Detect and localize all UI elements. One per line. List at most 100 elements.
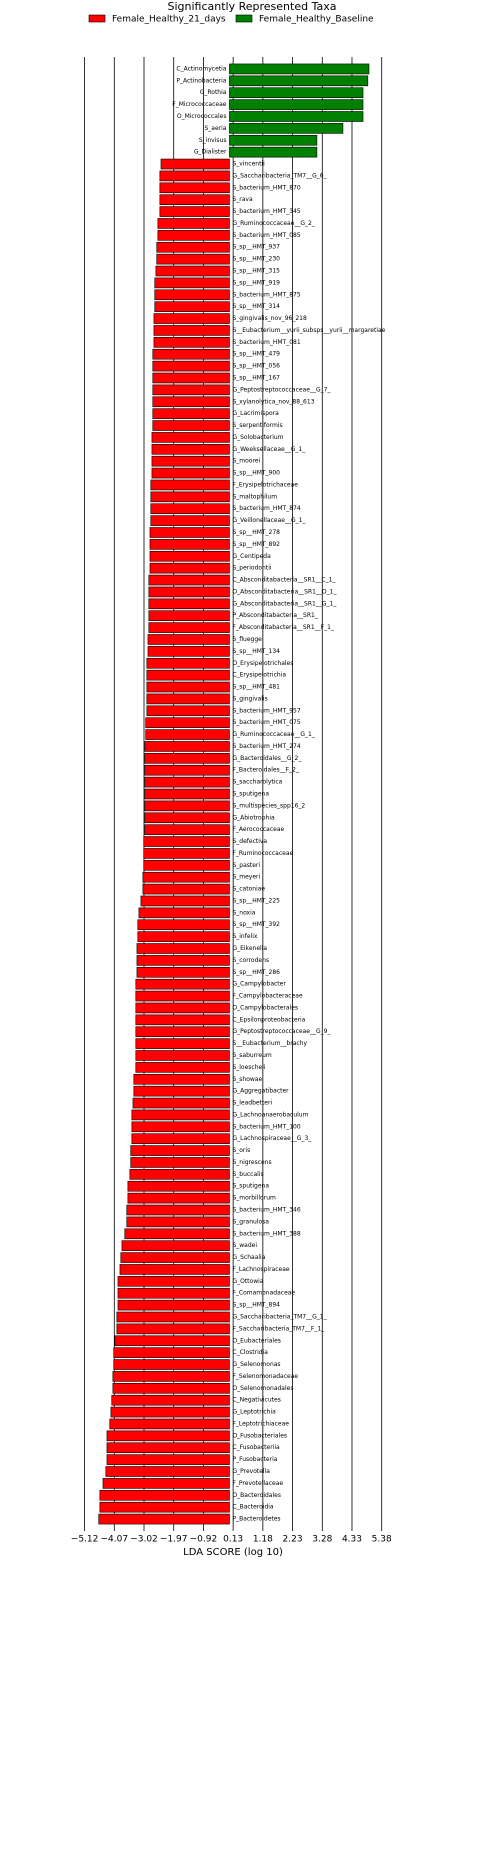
category-label: F_Campylobacteraceae: [232, 993, 302, 1000]
category-label: S_bacterium_HMT_081: [232, 339, 300, 346]
bar: [112, 1371, 230, 1382]
bar: [152, 384, 230, 396]
bar: [106, 1454, 230, 1465]
category-label: G_Prevotella: [232, 1468, 270, 1475]
category-label: G_Peptostreptococcaceae__G_9_: [232, 1028, 331, 1035]
bar: [130, 1157, 230, 1168]
bar: [229, 134, 318, 146]
bar: [135, 1014, 230, 1026]
category-label: S_vincentii: [232, 161, 265, 168]
x-tick-label: 3.28: [312, 1535, 332, 1545]
category-label: F_Micrococcaceae: [172, 101, 227, 108]
bar: [140, 895, 230, 907]
category-label: S_bacterium_HMT_075: [232, 719, 300, 726]
bar: [135, 1050, 230, 1061]
bar: [105, 1466, 230, 1477]
category-label: S_invisus: [199, 137, 227, 144]
category-label: S_bacterium_HMT_870: [232, 184, 300, 191]
bar: [144, 776, 230, 788]
bar: [137, 931, 230, 942]
category-label: S_sp__HMT_286: [232, 969, 280, 976]
category-label: S_sp__HMT_892: [232, 541, 280, 548]
bar: [151, 455, 230, 467]
bar: [145, 717, 230, 728]
category-label: S_bacterium_HMT_874: [232, 505, 300, 512]
category-label: G_Abiotrophia: [232, 814, 275, 821]
category-label: C_Bacteroidia: [232, 1504, 273, 1511]
category-label: O_Micrococcales: [177, 113, 227, 120]
legend-swatch: [235, 14, 253, 23]
category-label: P_Fusobacteria: [232, 1456, 277, 1463]
x-tick-label: 1.18: [253, 1535, 273, 1545]
category-label: S_sp__HMT_900: [232, 470, 280, 477]
bar: [229, 123, 344, 134]
bar: [113, 1347, 230, 1358]
bar: [146, 693, 230, 705]
category-label: O_Campylobacterales: [232, 1004, 298, 1011]
bar: [144, 800, 230, 812]
category-label: F_Comamonadaceae: [232, 1290, 295, 1297]
bar: [133, 1073, 230, 1085]
bar: [147, 634, 230, 645]
bar: [152, 420, 230, 431]
category-label: S_meyeri: [232, 874, 260, 881]
bar: [148, 622, 230, 633]
category-label: G_Leptotrichia: [232, 1409, 276, 1416]
category-label: S_gingivalis_nov_96_218: [232, 315, 307, 322]
category-label: G_Veillonellaceae__G_1_: [232, 517, 306, 524]
category-label: S_rava: [232, 196, 253, 203]
bar: [135, 978, 230, 990]
bar: [152, 360, 230, 372]
category-label: S_serpentiformis: [232, 422, 282, 429]
bar: [150, 503, 230, 515]
bar: [156, 253, 230, 265]
category-label: G_Bacteroidales__G_2_: [232, 755, 302, 762]
category-label: S_flueggei: [232, 636, 263, 643]
category-label: O_Absconditabacteria__SR1__O_1_: [232, 588, 337, 595]
category-label: S_sp__HMT_230: [232, 256, 280, 263]
category-label: S_nigrescens: [232, 1159, 271, 1166]
bar: [113, 1359, 230, 1370]
bar: [144, 788, 230, 800]
bar: [159, 194, 230, 205]
bar: [144, 764, 230, 776]
bar: [121, 1240, 230, 1251]
bar: [116, 1311, 230, 1323]
bar: [99, 1489, 230, 1501]
category-label: S_oris: [232, 1147, 250, 1154]
legend-label: Female_Healthy_Baseline: [259, 15, 374, 25]
bar: [160, 158, 230, 170]
category-label: S_sp__HMT_392: [232, 921, 280, 928]
x-tick-label: −5.12: [71, 1535, 99, 1545]
bar: [229, 75, 369, 87]
category-label: S_sp__HMT_479: [232, 351, 280, 358]
bar: [148, 610, 230, 622]
category-label: C_Clostridia: [232, 1349, 268, 1356]
category-label: S_granulosa: [232, 1218, 269, 1225]
bar: [132, 1097, 230, 1109]
category-label: S_pasteri: [232, 862, 260, 869]
bar: [110, 1406, 230, 1418]
category-label: S_morbillorum: [232, 1195, 276, 1202]
bar: [99, 1501, 230, 1513]
bar: [145, 729, 230, 740]
bar: [159, 182, 230, 194]
category-label: G_Ruminococcaceae__G_1_: [232, 731, 315, 738]
category-label: S_sputigena: [232, 791, 269, 798]
bar: [106, 1442, 230, 1454]
bar: [147, 646, 230, 657]
bar: [136, 955, 230, 966]
category-label: S_periodontii: [232, 565, 271, 572]
bar: [142, 883, 230, 895]
bar: [151, 444, 230, 455]
bar: [114, 1335, 230, 1347]
x-tick-label: 4.33: [342, 1535, 362, 1545]
category-label: F_Aerococcaceae: [232, 826, 284, 833]
category-label: S_aeria: [204, 125, 226, 132]
category-label: C_Absconditabacteria__SR1__C_1_: [232, 577, 336, 584]
category-label: S_sp__HMT_134: [232, 648, 280, 655]
bar: [150, 479, 230, 491]
bar: [135, 1002, 230, 1014]
chart-title: Significantly Represented Taxa: [168, 0, 337, 13]
bar: [102, 1478, 230, 1489]
